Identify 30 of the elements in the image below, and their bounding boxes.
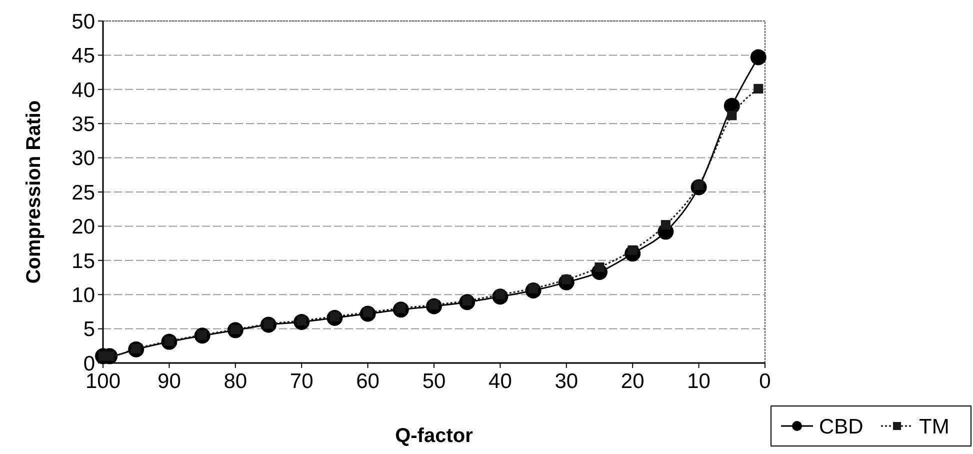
- x-tick-label: 70: [290, 370, 314, 393]
- y-tick-label: 10: [72, 284, 95, 307]
- y-tick-label: 5: [83, 318, 95, 342]
- x-tick-label: 30: [554, 370, 578, 393]
- y-tick-label: 35: [72, 112, 95, 136]
- y-tick-label: 20: [72, 216, 95, 239]
- x-tick-label: 60: [356, 370, 380, 393]
- legend-label: TM: [919, 415, 950, 438]
- point: [594, 262, 604, 272]
- x-tick-label: 90: [158, 370, 181, 393]
- point: [754, 84, 764, 94]
- y-tick-label: 15: [72, 250, 95, 273]
- x-tick-label: 40: [488, 370, 512, 393]
- x-tick-label: 80: [224, 370, 248, 393]
- x-tick-label: 10: [687, 370, 710, 393]
- y-axis-title: Compression Ratio: [23, 100, 45, 284]
- y-tick-label: 40: [72, 78, 95, 102]
- y-tick-label: 25: [72, 181, 95, 204]
- point: [660, 220, 670, 230]
- x-tick-label: 0: [759, 370, 771, 393]
- point: [750, 49, 766, 66]
- x-axis-title: Q-factor: [395, 425, 474, 447]
- point: [727, 110, 737, 120]
- legend-label: CBD: [819, 415, 864, 438]
- x-tick-label: 100: [85, 370, 121, 393]
- x-tick-label: 20: [620, 370, 644, 393]
- x-tick-label: 50: [422, 370, 446, 393]
- y-tick-label: 45: [72, 44, 95, 68]
- y-tick-label: 30: [72, 147, 95, 170]
- y-tick-label: 50: [72, 10, 95, 34]
